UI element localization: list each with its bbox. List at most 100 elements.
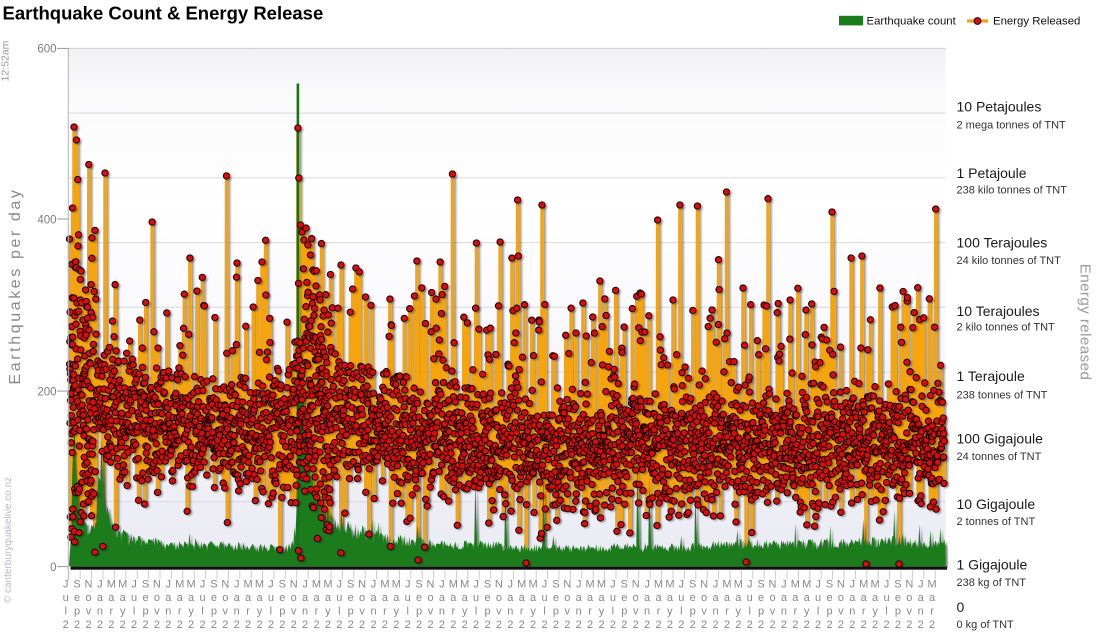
svg-text:M: M <box>244 579 253 591</box>
svg-text:a: a <box>108 592 115 604</box>
svg-text:2: 2 <box>929 619 935 631</box>
svg-text:n: n <box>97 606 103 618</box>
svg-text:2: 2 <box>621 619 627 631</box>
svg-text:a: a <box>450 592 457 604</box>
svg-text:2: 2 <box>473 619 479 631</box>
svg-text:r: r <box>930 606 934 618</box>
svg-text:a: a <box>519 592 526 604</box>
svg-text:a: a <box>667 592 674 604</box>
svg-text:2: 2 <box>883 619 889 631</box>
svg-text:n: n <box>576 606 582 618</box>
svg-text:2: 2 <box>633 619 639 631</box>
svg-text:a: a <box>849 592 856 604</box>
svg-text:M: M <box>449 579 458 591</box>
svg-text:S: S <box>142 579 149 591</box>
svg-text:n: n <box>234 606 240 618</box>
svg-text:2: 2 <box>393 619 399 631</box>
svg-text:v: v <box>291 606 297 618</box>
svg-text:l: l <box>338 606 340 618</box>
svg-text:2: 2 <box>496 619 502 631</box>
svg-text:2: 2 <box>861 619 867 631</box>
svg-text:2: 2 <box>405 619 411 631</box>
svg-text:2: 2 <box>815 619 821 631</box>
svg-text:u: u <box>678 592 684 604</box>
svg-text:N: N <box>427 579 435 591</box>
svg-text:2: 2 <box>256 619 262 631</box>
svg-text:a: a <box>792 592 799 604</box>
svg-text:u: u <box>63 592 69 604</box>
svg-text:e: e <box>758 592 764 604</box>
svg-text:y: y <box>257 606 263 618</box>
svg-text:a: a <box>97 592 104 604</box>
svg-text:o: o <box>427 592 433 604</box>
svg-text:10 Petajoules: 10 Petajoules <box>957 99 1042 115</box>
svg-text:u: u <box>815 592 821 604</box>
svg-text:e: e <box>74 592 80 604</box>
svg-text:100 Terajoules: 100 Terajoules <box>957 235 1048 251</box>
svg-text:2: 2 <box>804 619 810 631</box>
svg-text:e: e <box>416 592 422 604</box>
svg-text:M: M <box>255 579 264 591</box>
svg-text:1 Terajoule: 1 Terajoule <box>957 368 1025 384</box>
svg-text:2: 2 <box>325 619 331 631</box>
svg-text:a: a <box>712 592 719 604</box>
svg-text:S: S <box>621 579 628 591</box>
svg-text:a: a <box>256 592 263 604</box>
svg-text:2: 2 <box>370 619 376 631</box>
svg-text:a: a <box>325 592 332 604</box>
svg-text:N: N <box>290 579 298 591</box>
svg-text:r: r <box>520 606 524 618</box>
svg-text:u: u <box>541 592 547 604</box>
svg-text:r: r <box>246 606 250 618</box>
svg-text:o: o <box>85 592 91 604</box>
svg-text:a: a <box>165 592 172 604</box>
svg-text:2: 2 <box>826 619 832 631</box>
svg-text:J: J <box>302 579 308 591</box>
svg-text:12:52am: 12:52am <box>0 40 12 81</box>
svg-text:Energy released: Energy released <box>1077 264 1094 381</box>
svg-text:M: M <box>175 579 184 591</box>
svg-text:2: 2 <box>313 619 319 631</box>
svg-text:y: y <box>804 606 810 618</box>
svg-text:S: S <box>279 579 286 591</box>
svg-text:M: M <box>392 579 401 591</box>
svg-text:a: a <box>655 592 662 604</box>
svg-text:o: o <box>838 592 844 604</box>
svg-text:2: 2 <box>97 619 103 631</box>
svg-text:n: n <box>302 606 308 618</box>
svg-text:u: u <box>473 592 479 604</box>
svg-text:2: 2 <box>553 619 559 631</box>
svg-text:v: v <box>428 606 434 618</box>
svg-text:2: 2 <box>655 619 661 631</box>
svg-text:e: e <box>142 592 148 604</box>
svg-text:y: y <box>394 606 400 618</box>
svg-text:n: n <box>849 606 855 618</box>
svg-text:2: 2 <box>519 619 525 631</box>
svg-text:2: 2 <box>906 619 912 631</box>
svg-text:p: p <box>74 606 80 618</box>
svg-text:2: 2 <box>644 619 650 631</box>
svg-text:o: o <box>359 592 365 604</box>
svg-text:v: v <box>907 606 913 618</box>
svg-text:l: l <box>817 606 819 618</box>
svg-text:Earthquakes per day: Earthquakes per day <box>7 187 24 384</box>
svg-text:2: 2 <box>427 619 433 631</box>
svg-text:N: N <box>769 579 777 591</box>
svg-text:y: y <box>530 606 536 618</box>
svg-text:2: 2 <box>177 619 183 631</box>
svg-text:2: 2 <box>108 619 114 631</box>
svg-text:M: M <box>380 579 389 591</box>
svg-text:e: e <box>826 592 832 604</box>
svg-text:l: l <box>270 606 272 618</box>
svg-text:r: r <box>588 606 592 618</box>
svg-text:y: y <box>120 606 126 618</box>
svg-text:M: M <box>517 579 526 591</box>
svg-text:l: l <box>201 606 203 618</box>
svg-text:M: M <box>118 579 127 591</box>
svg-text:1 Petajoule: 1 Petajoule <box>957 165 1027 181</box>
svg-text:a: a <box>462 592 469 604</box>
svg-text:a: a <box>735 592 742 604</box>
svg-text:a: a <box>120 592 127 604</box>
svg-text:2: 2 <box>667 619 673 631</box>
svg-text:2: 2 <box>918 619 924 631</box>
